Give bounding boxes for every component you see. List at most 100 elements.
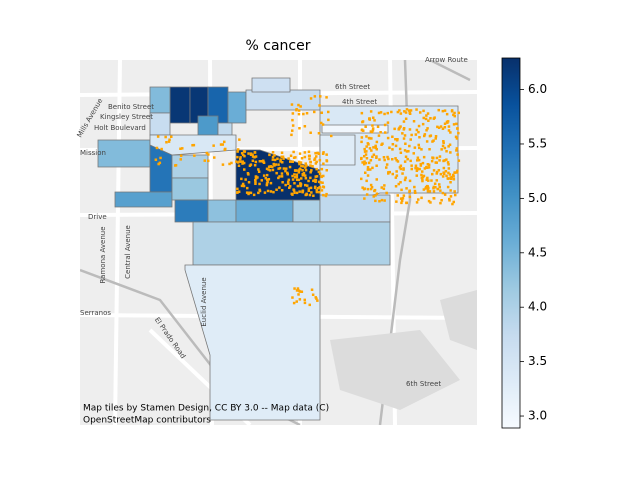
point: [322, 162, 325, 165]
point: [247, 192, 250, 196]
point: [447, 129, 451, 132]
point: [448, 143, 452, 146]
point: [451, 202, 454, 206]
point: [287, 157, 290, 160]
point: [447, 145, 450, 148]
point: [388, 146, 391, 149]
street-label: Drive: [88, 213, 107, 221]
point: [409, 159, 412, 163]
point: [421, 170, 424, 173]
point: [242, 161, 246, 165]
points: [154, 95, 461, 307]
region: [149, 112, 171, 136]
point: [277, 167, 280, 170]
point: [266, 180, 269, 184]
point: [312, 194, 315, 197]
attribution: Map tiles by Stamen Design, CC BY 3.0 --…: [83, 404, 329, 414]
point: [446, 121, 449, 124]
point: [374, 194, 377, 197]
point: [309, 164, 312, 167]
point: [405, 201, 408, 205]
point: [363, 187, 367, 190]
point: [304, 193, 307, 197]
street-label: 6th Street: [406, 380, 441, 388]
point: [375, 192, 379, 195]
point: [435, 170, 439, 174]
point: [383, 158, 386, 162]
point: [415, 201, 419, 204]
street-label: 6th Street: [335, 83, 370, 91]
point: [395, 170, 398, 173]
point: [223, 148, 226, 151]
point: [375, 140, 379, 144]
point: [321, 152, 325, 155]
point: [280, 172, 284, 175]
point: [203, 159, 206, 162]
point: [251, 159, 255, 162]
point: [444, 170, 448, 173]
point: [273, 154, 276, 157]
point: [254, 155, 258, 158]
point: [167, 140, 171, 143]
point: [278, 166, 282, 170]
point: [304, 168, 308, 172]
point: [437, 108, 440, 112]
point: [160, 147, 163, 151]
point: [239, 157, 242, 161]
street-label: 4th Street: [342, 98, 377, 106]
point: [360, 111, 364, 115]
point: [454, 135, 458, 139]
point: [310, 191, 313, 194]
point: [307, 187, 311, 190]
point: [432, 156, 435, 160]
point: [257, 170, 261, 173]
point: [315, 167, 318, 171]
point: [168, 138, 171, 141]
point: [246, 172, 250, 175]
point: [374, 199, 377, 203]
region: [227, 91, 247, 124]
point: [403, 134, 407, 137]
point: [274, 163, 278, 166]
point: [417, 143, 420, 147]
point: [426, 163, 430, 166]
point: [247, 181, 251, 184]
point: [374, 144, 377, 148]
point: [317, 132, 321, 135]
point: [401, 132, 404, 135]
point: [230, 161, 233, 165]
point: [311, 165, 314, 168]
point: [410, 167, 413, 171]
point: [428, 148, 431, 151]
point: [309, 186, 313, 190]
point: [372, 116, 375, 119]
point: [402, 128, 406, 131]
point: [455, 137, 459, 140]
point: [425, 114, 428, 117]
point: [293, 169, 297, 172]
region: [319, 194, 391, 223]
point: [399, 167, 403, 171]
point: [448, 173, 452, 176]
point: [452, 175, 455, 178]
point: [441, 127, 445, 130]
point: [157, 162, 160, 166]
point: [310, 169, 313, 172]
point: [179, 147, 182, 150]
point: [363, 160, 366, 163]
point: [258, 160, 262, 163]
street-label: Mission: [80, 149, 106, 157]
point: [265, 173, 269, 177]
point: [315, 175, 319, 178]
point: [429, 201, 432, 204]
point: [404, 117, 408, 120]
point: [365, 179, 368, 183]
point: [269, 190, 273, 193]
point: [364, 153, 368, 156]
point: [386, 111, 389, 115]
point: [365, 193, 369, 196]
region: [292, 199, 321, 223]
point: [434, 186, 437, 189]
point: [450, 175, 453, 179]
